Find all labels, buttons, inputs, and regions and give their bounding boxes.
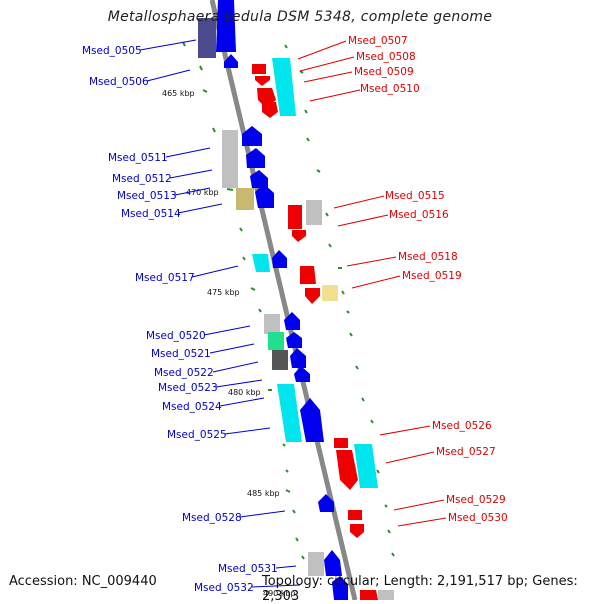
cog-box xyxy=(236,188,254,210)
cog-box xyxy=(222,130,238,188)
gene-label: Msed_0515 xyxy=(385,190,445,202)
right-strand-genes xyxy=(252,58,394,600)
gene-label: Msed_0513 xyxy=(117,190,177,202)
gene-label: Msed_0523 xyxy=(158,382,218,394)
kbp-label: 465 kbp xyxy=(162,89,195,98)
gene-label: Msed_0520 xyxy=(146,330,206,342)
gene-arrow xyxy=(262,102,278,118)
gene-label: Msed_0526 xyxy=(432,420,492,432)
cog-box xyxy=(306,200,322,225)
gene-label: Msed_0512 xyxy=(112,173,172,185)
gene-arrow xyxy=(246,148,265,168)
gene-arrow xyxy=(250,170,268,188)
cog-box xyxy=(322,285,338,301)
gene-arrow xyxy=(272,58,296,116)
gene-label: Msed_0508 xyxy=(356,51,416,63)
gene-arrow xyxy=(242,126,262,146)
cog-box xyxy=(288,205,302,229)
cog-box xyxy=(272,350,288,370)
gene-arrow xyxy=(224,54,238,68)
cog-box xyxy=(268,332,284,350)
gene-arrow xyxy=(360,590,378,600)
kbp-label: 480 kbp xyxy=(228,388,261,397)
gene-arrow xyxy=(272,250,287,268)
kbp-label: 485 kbp xyxy=(247,489,280,498)
gene-label: Msed_0528 xyxy=(182,512,242,524)
gene-arrow xyxy=(324,550,342,576)
gene-label: Msed_0530 xyxy=(448,512,508,524)
gene-arrow xyxy=(284,312,300,330)
cog-box xyxy=(378,590,394,600)
left-strand-genes xyxy=(198,0,348,600)
gene-arrow xyxy=(300,398,324,442)
gene-arrow xyxy=(354,444,378,488)
gene-label: Msed_0531 xyxy=(218,563,278,575)
cog-box xyxy=(308,552,324,576)
gene-arrow xyxy=(336,450,358,490)
right-gene-labels: Msed_0507 Msed_0508 Msed_0509 Msed_0510 … xyxy=(297,35,508,527)
gene-arrow xyxy=(294,366,310,382)
gene-arrow xyxy=(318,494,334,512)
cog-box xyxy=(264,314,280,334)
gene-label: Msed_0511 xyxy=(108,152,168,164)
right-tick-track xyxy=(284,44,395,557)
cog-box xyxy=(252,64,266,74)
gene-label: Msed_0527 xyxy=(436,446,496,458)
gene-label: Msed_0532 xyxy=(194,582,254,594)
gene-label: Msed_0521 xyxy=(151,348,211,360)
kbp-scale: 465 kbp 470 kbp 475 kbp 480 kbp 485 kbp … xyxy=(162,89,296,598)
cog-box xyxy=(334,438,348,448)
gene-arrow xyxy=(255,184,274,208)
gene-label: Msed_0518 xyxy=(398,251,458,263)
gene-label: Msed_0507 xyxy=(348,35,408,47)
gene-label: Msed_0506 xyxy=(89,76,149,88)
gene-label: Msed_0514 xyxy=(121,208,181,220)
gene-label: Msed_0524 xyxy=(162,401,222,413)
gene-arrow xyxy=(332,576,348,600)
genome-title: Metallosphaera sedula DSM 5348, complete… xyxy=(107,9,493,25)
gene-label: Msed_0510 xyxy=(360,83,420,95)
gene-arrow xyxy=(216,0,236,52)
gene-label: Msed_0516 xyxy=(389,209,449,221)
gene-label: Msed_0522 xyxy=(154,367,214,379)
cog-box xyxy=(198,18,216,58)
gene-label: Msed_0505 xyxy=(82,45,142,57)
gene-label: Msed_0525 xyxy=(167,429,227,441)
gene-label: Msed_0509 xyxy=(354,66,414,78)
gene-arrow xyxy=(305,288,320,304)
gene-arrow xyxy=(277,384,302,442)
kbp-label: 470 kbp xyxy=(186,188,219,197)
gene-arrow xyxy=(300,266,316,284)
kbp-label: 475 kbp xyxy=(207,288,240,297)
gene-arrow xyxy=(255,76,270,86)
gene-arrow xyxy=(350,524,364,538)
gene-arrow xyxy=(252,254,270,272)
gene-label: Msed_0529 xyxy=(446,494,506,506)
cog-box xyxy=(348,510,362,520)
accession-label: Accession: NC_009440 xyxy=(9,574,157,589)
kbp-label: 490 kbp xyxy=(263,589,296,598)
left-tick-track xyxy=(182,41,305,560)
left-gene-labels: Msed_0505 Msed_0506 Msed_0511 Msed_0512 … xyxy=(82,39,301,594)
gene-arrow xyxy=(290,348,306,368)
gene-label: Msed_0519 xyxy=(402,270,462,282)
gene-arrow xyxy=(292,230,306,242)
gene-arrow xyxy=(286,332,302,348)
gene-label: Msed_0517 xyxy=(135,272,195,284)
